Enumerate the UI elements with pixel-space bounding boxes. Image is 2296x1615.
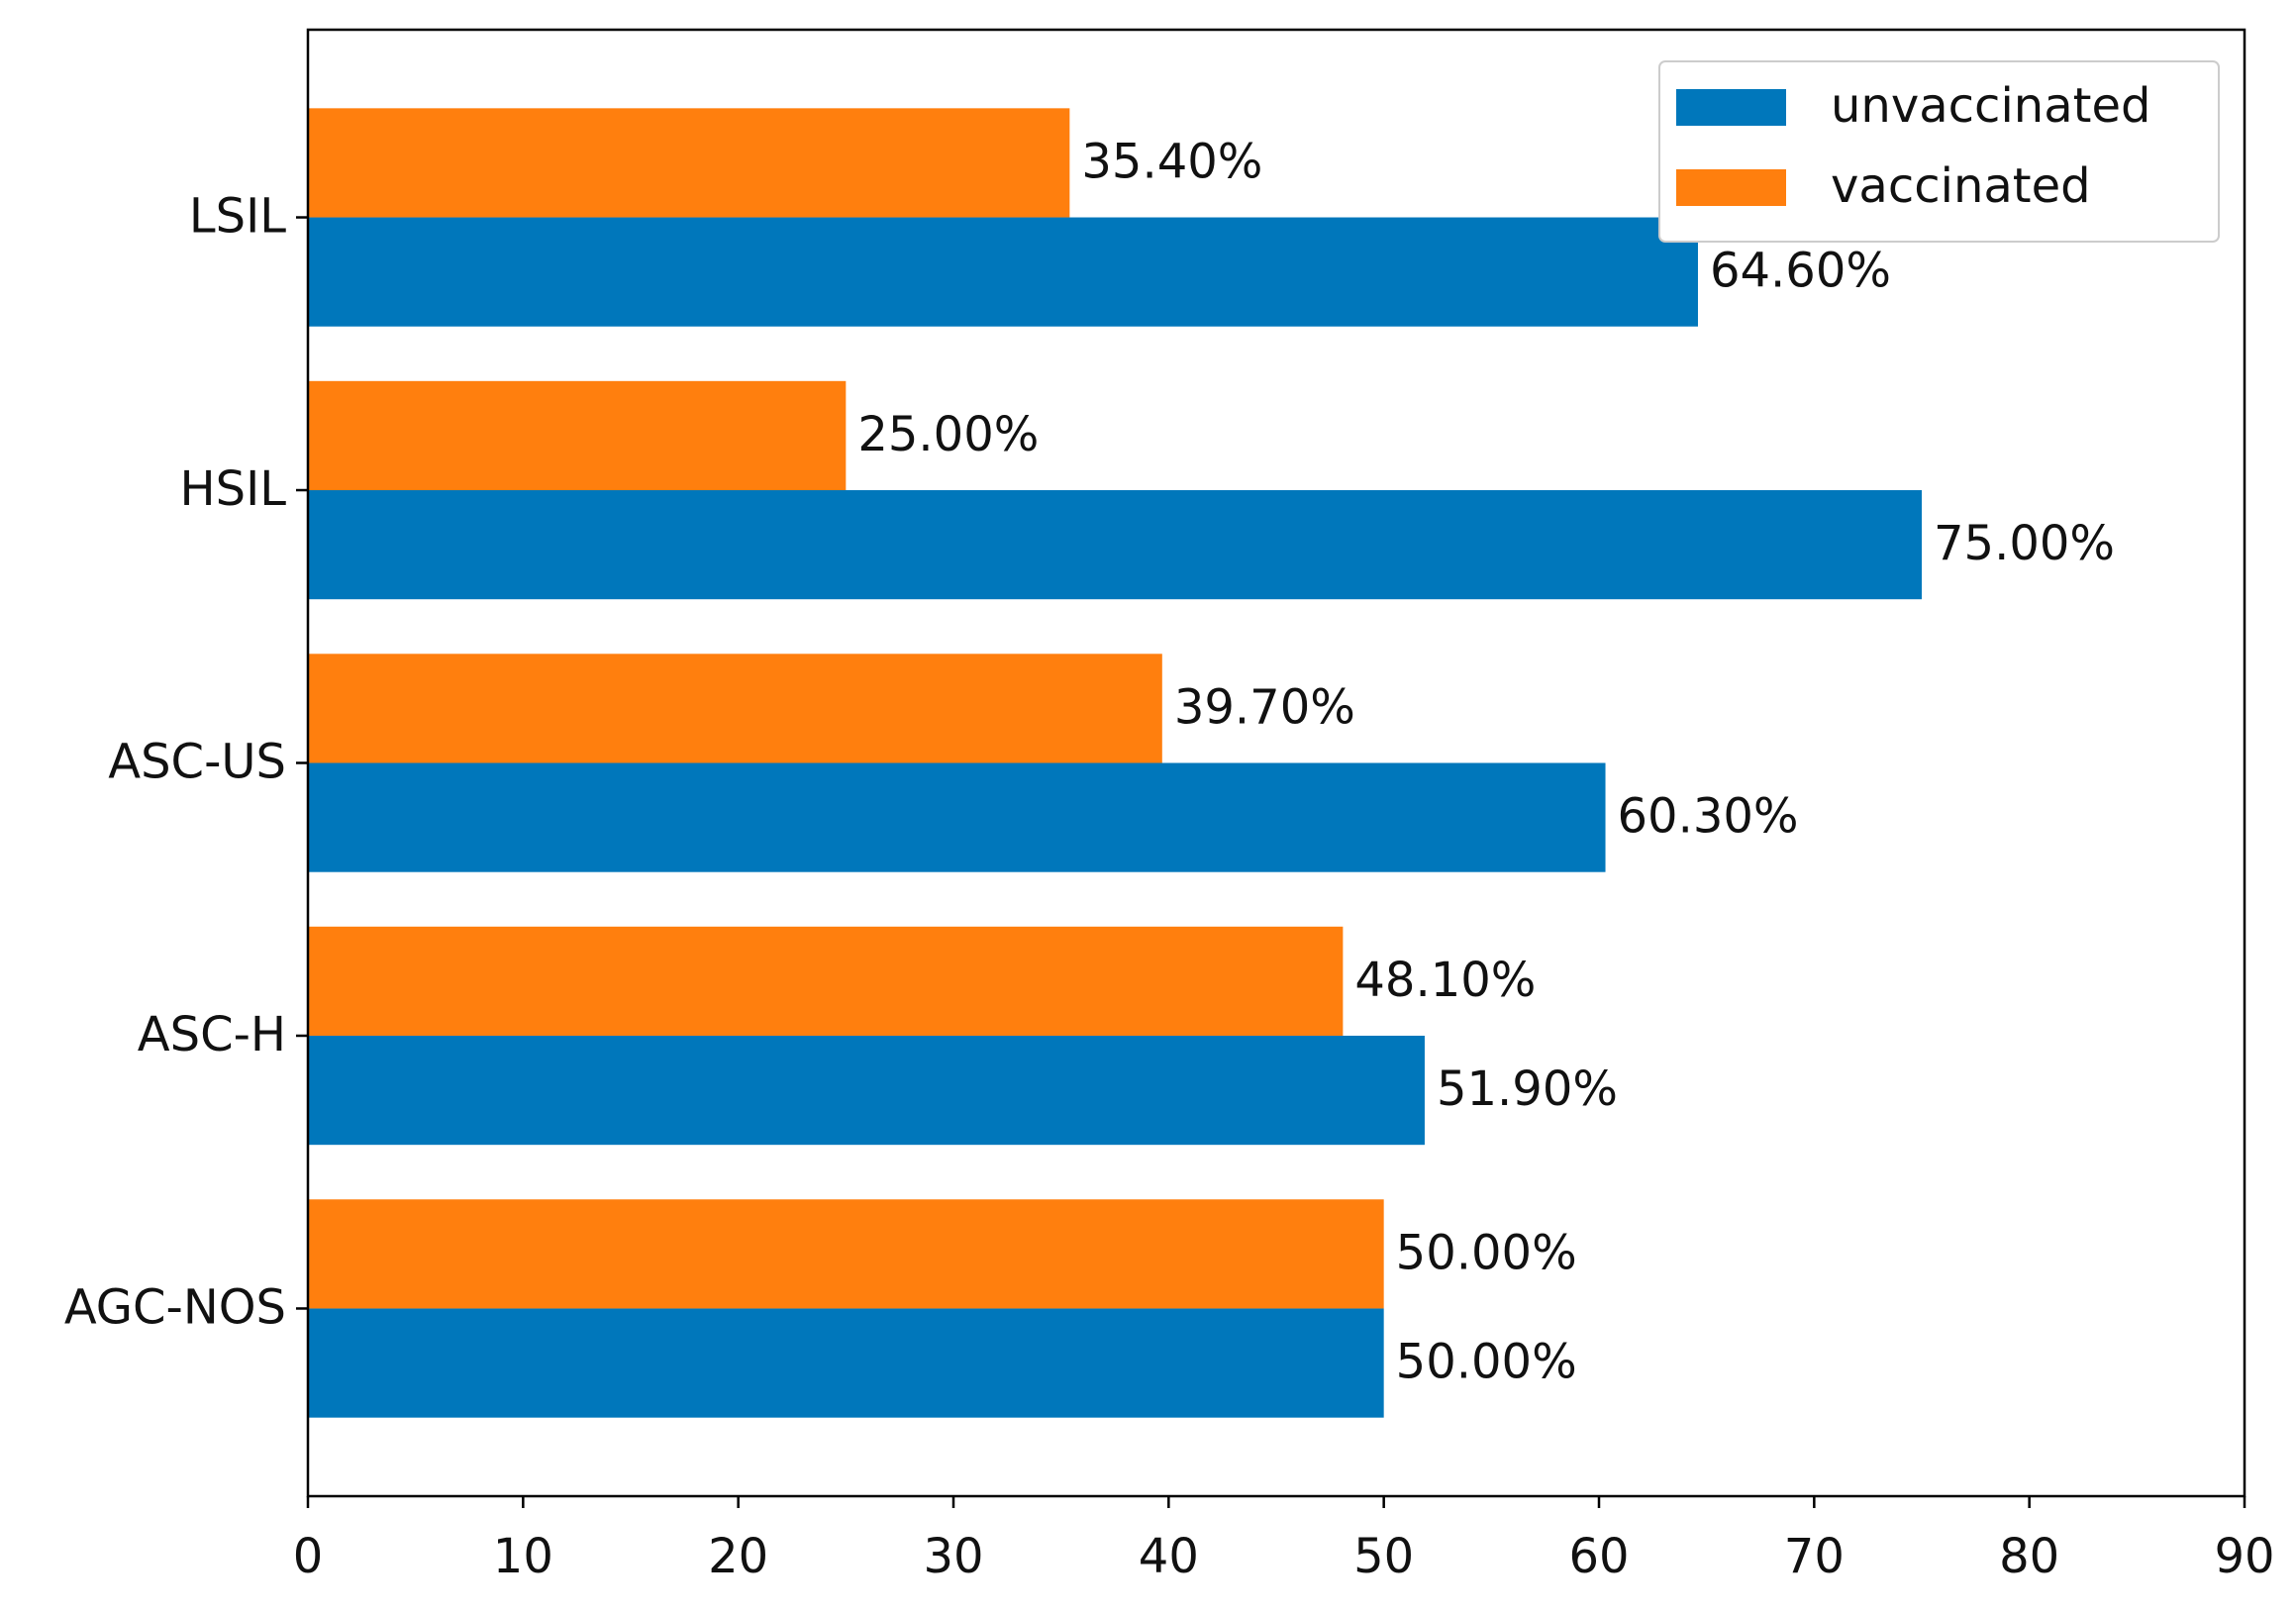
bar xyxy=(308,490,1922,600)
x-tick-label: 60 xyxy=(1568,1529,1629,1584)
y-tick-label: HSIL xyxy=(180,461,287,517)
x-tick-label: 70 xyxy=(1784,1529,1845,1584)
bar xyxy=(308,762,1606,872)
legend-label: unvaccinated xyxy=(1831,78,2150,134)
value-label: 51.90% xyxy=(1437,1061,1618,1117)
y-tick-label: AGC-NOS xyxy=(64,1279,286,1335)
legend: unvaccinated vaccinated xyxy=(1658,60,2220,243)
value-label: 60.30% xyxy=(1618,789,1799,845)
bar xyxy=(308,108,1070,218)
y-tick-label: ASC-H xyxy=(138,1007,286,1062)
legend-box xyxy=(1658,60,2220,243)
y-tick-label: ASC-US xyxy=(108,735,286,790)
bar xyxy=(308,654,1162,763)
x-tick-label: 80 xyxy=(1999,1529,2059,1584)
bar xyxy=(308,217,1698,327)
x-tick-label: 30 xyxy=(923,1529,983,1584)
value-label: 35.40% xyxy=(1081,134,1262,189)
bar xyxy=(308,926,1344,1036)
bar xyxy=(308,1199,1384,1309)
value-label: 50.00% xyxy=(1396,1335,1577,1390)
legend-swatch xyxy=(1676,89,1786,126)
value-label: 64.60% xyxy=(1710,244,1891,299)
x-tick-label: 0 xyxy=(293,1529,324,1584)
value-label: 75.00% xyxy=(1934,516,2115,571)
value-label: 48.10% xyxy=(1354,953,1536,1008)
x-tick-label: 20 xyxy=(708,1529,768,1584)
y-tick-label: LSIL xyxy=(189,189,286,245)
x-tick-label: 40 xyxy=(1139,1529,1199,1584)
value-label: 39.70% xyxy=(1174,679,1355,735)
bar xyxy=(308,1308,1384,1418)
value-label: 50.00% xyxy=(1396,1225,1577,1280)
bar xyxy=(308,1035,1425,1146)
legend-swatch xyxy=(1676,169,1786,206)
value-label: 25.00% xyxy=(857,407,1039,462)
x-tick-label: 10 xyxy=(493,1529,553,1584)
x-tick-label: 50 xyxy=(1353,1529,1414,1584)
legend-label: vaccinated xyxy=(1831,158,2091,214)
x-tick-label: 90 xyxy=(2214,1529,2274,1584)
bar xyxy=(308,380,847,491)
